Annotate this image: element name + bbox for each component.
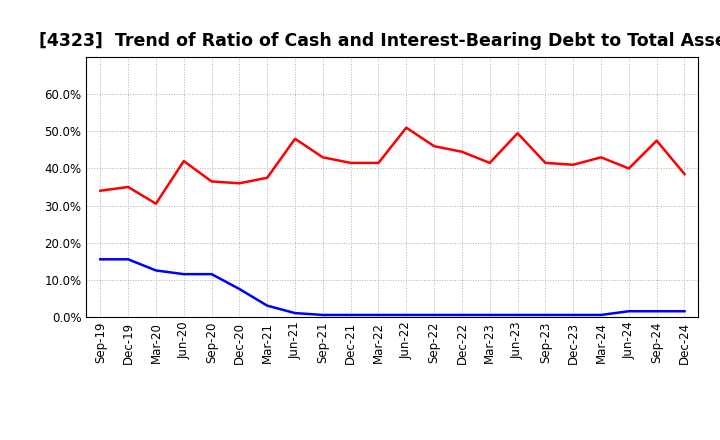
Cash xyxy=(652,138,661,143)
Cash xyxy=(485,160,494,165)
Cash xyxy=(263,175,271,180)
Cash xyxy=(179,158,188,164)
Cash xyxy=(513,131,522,136)
Interest-Bearing Debt xyxy=(124,257,132,262)
Cash xyxy=(207,179,216,184)
Interest-Bearing Debt xyxy=(458,312,467,318)
Interest-Bearing Debt xyxy=(541,312,550,318)
Cash xyxy=(346,160,355,165)
Interest-Bearing Debt xyxy=(430,312,438,318)
Interest-Bearing Debt xyxy=(318,312,327,318)
Cash xyxy=(402,125,410,130)
Cash xyxy=(680,171,689,176)
Cash xyxy=(458,149,467,154)
Interest-Bearing Debt xyxy=(179,271,188,277)
Interest-Bearing Debt xyxy=(263,303,271,308)
Cash xyxy=(569,162,577,167)
Interest-Bearing Debt xyxy=(346,312,355,318)
Interest-Bearing Debt xyxy=(569,312,577,318)
Interest-Bearing Debt xyxy=(152,268,161,273)
Cash xyxy=(541,160,550,165)
Cash xyxy=(291,136,300,141)
Cash xyxy=(374,160,383,165)
Cash xyxy=(152,201,161,206)
Cash xyxy=(124,184,132,190)
Interest-Bearing Debt xyxy=(235,286,243,292)
Cash xyxy=(597,155,606,160)
Interest-Bearing Debt xyxy=(374,312,383,318)
Interest-Bearing Debt xyxy=(402,312,410,318)
Line: Cash: Cash xyxy=(100,128,685,204)
Interest-Bearing Debt xyxy=(485,312,494,318)
Interest-Bearing Debt xyxy=(652,308,661,314)
Cash xyxy=(318,155,327,160)
Cash xyxy=(96,188,104,193)
Interest-Bearing Debt xyxy=(513,312,522,318)
Interest-Bearing Debt xyxy=(291,311,300,316)
Interest-Bearing Debt xyxy=(96,257,104,262)
Interest-Bearing Debt xyxy=(624,308,633,314)
Interest-Bearing Debt xyxy=(207,271,216,277)
Line: Interest-Bearing Debt: Interest-Bearing Debt xyxy=(100,259,685,315)
Title: [4323]  Trend of Ratio of Cash and Interest-Bearing Debt to Total Assets: [4323] Trend of Ratio of Cash and Intere… xyxy=(39,32,720,50)
Interest-Bearing Debt xyxy=(680,308,689,314)
Interest-Bearing Debt xyxy=(597,312,606,318)
Cash xyxy=(235,181,243,186)
Cash xyxy=(624,166,633,171)
Cash xyxy=(430,143,438,149)
